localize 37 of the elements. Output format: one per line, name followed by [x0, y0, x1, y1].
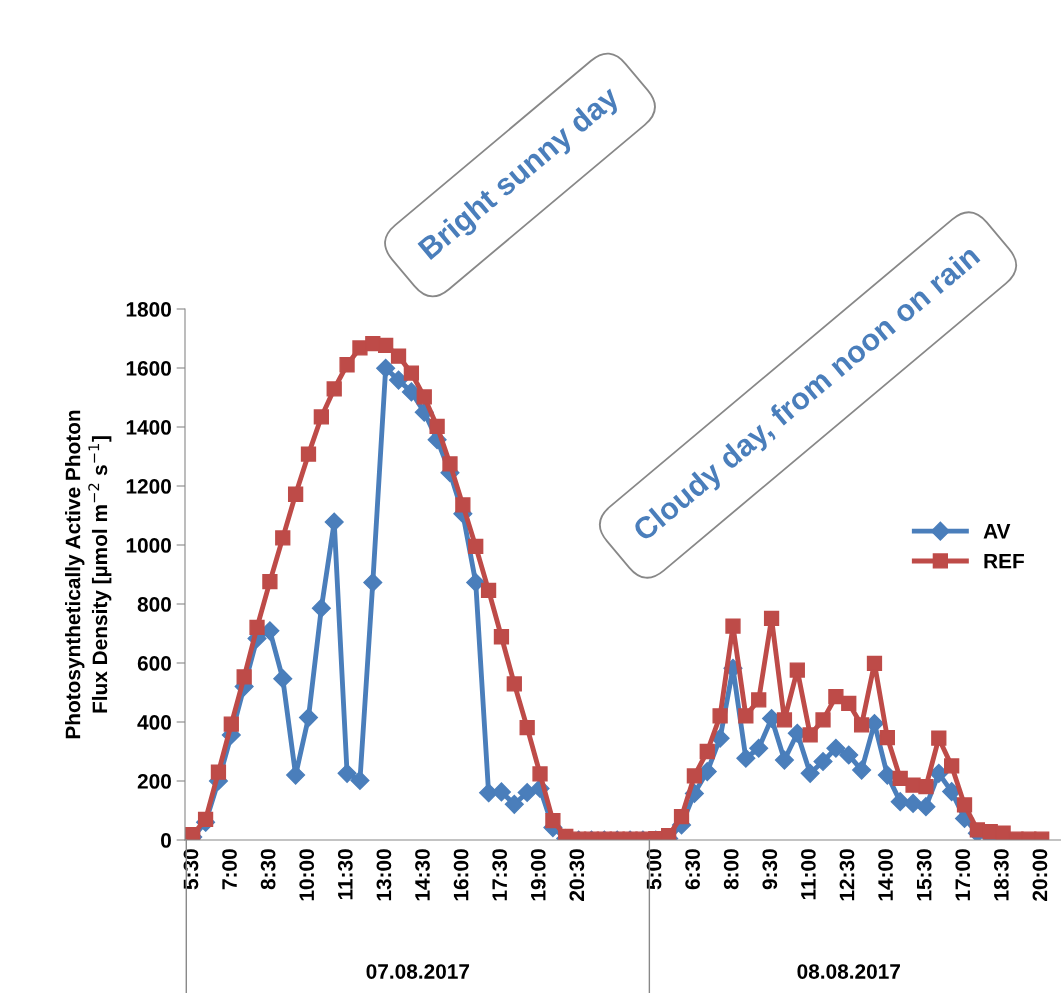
y-tick-label: 200	[137, 774, 171, 789]
y-tick-label: 800	[137, 597, 171, 612]
x-tick-label: 8:30	[260, 849, 276, 890]
x-tick-label: 11:00	[801, 849, 816, 900]
x-tick-label: 14:30	[415, 849, 430, 901]
x-tick-label: 5:30	[183, 849, 199, 890]
legend-label: AV	[983, 524, 1011, 539]
x-tick-label: 5:00	[646, 849, 662, 890]
y-tick-label: 1200	[126, 479, 171, 494]
x-tick-label: 10:00	[299, 849, 315, 901]
x-tick-label: 13:00	[376, 849, 392, 901]
x-tick-label: 19:00	[530, 849, 546, 901]
text: 07.08.2017	[366, 964, 470, 979]
y-tick-label: 1800	[126, 302, 171, 317]
x-tick-label: 12:30	[839, 849, 855, 901]
x-tick-label: 20:00	[1032, 849, 1048, 901]
x-tick-label: 6:30	[685, 849, 701, 890]
x-tick-label: 8:00	[723, 849, 739, 890]
x-tick-label: 15:30	[916, 849, 932, 901]
text: 08.08.2017	[797, 964, 900, 979]
x-tick-label: 14:00	[878, 849, 893, 901]
x-tick-label: 9:30	[762, 849, 778, 890]
y-tick-label: 1600	[126, 361, 171, 376]
y-tick-label: 1400	[126, 420, 171, 435]
x-tick-label: 16:00	[453, 849, 469, 901]
y-tick-label: 1000	[126, 538, 171, 553]
y-tick-label: 0	[161, 833, 171, 848]
x-tick-label: 17:00	[955, 849, 971, 901]
x-tick-label: 11:30	[337, 849, 353, 900]
y-tick-label: 400	[137, 715, 171, 730]
x-tick-label: 20:30	[569, 849, 585, 901]
legend-label: REF	[984, 553, 1024, 569]
x-tick-label: 17:30	[492, 849, 508, 901]
y-tick-label: 600	[137, 656, 171, 671]
x-tick-label: 18:30	[993, 849, 1009, 901]
x-tick-label: 7:00	[222, 849, 237, 890]
y-axis-title: Photosynthetically Active Photon Flux Density [µmol m$^{−2}$ s$^{−1}$]	[65, 410, 112, 739]
